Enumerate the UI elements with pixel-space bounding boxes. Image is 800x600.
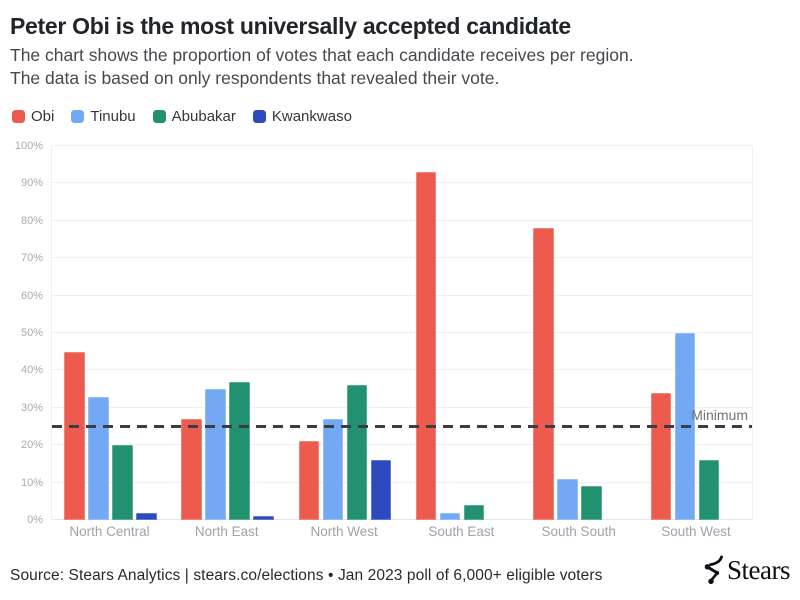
gridline-40% xyxy=(52,369,752,371)
y-tick-label: 40% xyxy=(20,364,43,377)
bar-group-north-west xyxy=(298,146,392,520)
bar-abubakar-south-south xyxy=(581,486,602,520)
y-tick-label: 100% xyxy=(14,140,43,152)
minimum-reference-label: Minimum xyxy=(691,406,748,423)
gridline-50% xyxy=(52,332,752,333)
bar-abubakar-north-west xyxy=(346,385,368,520)
bar-tinubu-south-east xyxy=(439,512,461,520)
minimum-reference-line xyxy=(52,425,752,428)
bar-obi-north-central xyxy=(64,351,85,520)
x-label-south-south: South South xyxy=(541,524,616,539)
bar-abubakar-south-east xyxy=(463,505,485,520)
bar-group-south-west xyxy=(650,146,744,520)
bar-tinubu-north-central xyxy=(88,396,109,520)
bar-obi-north-west xyxy=(298,441,320,520)
legend-label-tinubu: Tinubu xyxy=(90,108,136,125)
legend-swatch-obi xyxy=(12,110,25,123)
chart-subtitle-line1: The chart shows the proportion of votes … xyxy=(10,45,634,65)
gridline-80% xyxy=(52,219,752,221)
source-text: Source: Stears Analytics | stears.co/ele… xyxy=(10,567,603,584)
bar-group-south-east xyxy=(415,146,509,520)
x-axis-labels: North Central North East North West South E… xyxy=(0,524,800,542)
bar-tinubu-north-east xyxy=(205,389,226,520)
plot-area: 0% 10% 20% 30% 40% 50% 60% 70% 80% 90% 100% Minimum xyxy=(15,140,753,526)
stears-logo-icon xyxy=(704,555,723,584)
bar-group-south-south xyxy=(533,146,626,520)
chart-subtitle: The chart shows the proportion of votes … xyxy=(10,44,634,89)
legend: Obi Tinubu Abubakar Kwankwaso xyxy=(12,108,352,125)
y-tick-label: 90% xyxy=(20,177,43,190)
x-label-north-east: North East xyxy=(194,524,259,539)
y-tick-label: 60% xyxy=(20,289,43,302)
gridline-10% xyxy=(52,481,752,483)
bar-tinubu-south-south xyxy=(557,478,578,520)
gridline-30% xyxy=(52,406,752,408)
chart-title: Peter Obi is the most universally accept… xyxy=(10,13,571,39)
bar-abubakar-north-east xyxy=(229,381,250,520)
gridline-0% xyxy=(52,519,752,520)
legend-item-abubakar: Abubakar xyxy=(152,108,236,125)
gridline-100% xyxy=(52,145,752,146)
x-label-south-west: South West xyxy=(661,524,731,539)
chart-subtitle-line2: The data is based on only respondents th… xyxy=(10,67,500,88)
gridline-70% xyxy=(52,257,752,259)
y-tick-label: 0% xyxy=(27,514,43,526)
x-label-south-east: South East xyxy=(428,524,495,539)
bar-obi-south-west xyxy=(650,392,671,520)
bar-group-north-central xyxy=(64,146,157,520)
legend-item-obi: Obi xyxy=(12,108,54,125)
y-tick-label: 20% xyxy=(20,439,43,452)
bar-obi-south-south xyxy=(533,228,554,520)
legend-swatch-tinubu xyxy=(71,110,85,123)
legend-item-tinubu: Tinubu xyxy=(71,108,136,125)
y-tick-label: 80% xyxy=(20,214,43,227)
y-tick-label: 30% xyxy=(20,401,43,414)
legend-label-abubakar: Abubakar xyxy=(171,108,236,125)
legend-item-kwankwaso: Kwankwaso xyxy=(252,108,352,125)
y-tick-label: 10% xyxy=(20,476,43,489)
x-label-north-west: North West xyxy=(310,524,378,539)
bar-obi-north-east xyxy=(181,419,202,520)
stears-logo-text: Stears xyxy=(727,554,790,585)
gridline-90% xyxy=(52,182,752,184)
y-tick-label: 70% xyxy=(20,252,43,265)
legend-swatch-abubakar xyxy=(152,110,166,123)
gridline-20% xyxy=(52,444,752,446)
bar-group-north-east xyxy=(181,146,274,520)
gridline-60% xyxy=(52,294,752,296)
bar-kwankwaso-north-central xyxy=(136,512,157,520)
legend-label-kwankwaso: Kwankwaso xyxy=(271,108,352,125)
y-tick-label: 50% xyxy=(20,327,43,339)
bar-abubakar-north-central xyxy=(112,445,133,520)
legend-label-obi: Obi xyxy=(31,108,55,125)
bar-obi-south-east xyxy=(415,172,437,520)
legend-swatch-kwankwaso xyxy=(252,110,266,123)
stears-logo: Stears xyxy=(702,553,790,587)
bar-kwankwaso-north-west xyxy=(370,460,392,520)
bar-tinubu-north-west xyxy=(322,419,344,520)
bar-abubakar-south-west xyxy=(698,460,719,520)
bar-kwankwaso-north-east xyxy=(253,516,274,520)
x-label-north-central: North Central xyxy=(69,524,150,539)
